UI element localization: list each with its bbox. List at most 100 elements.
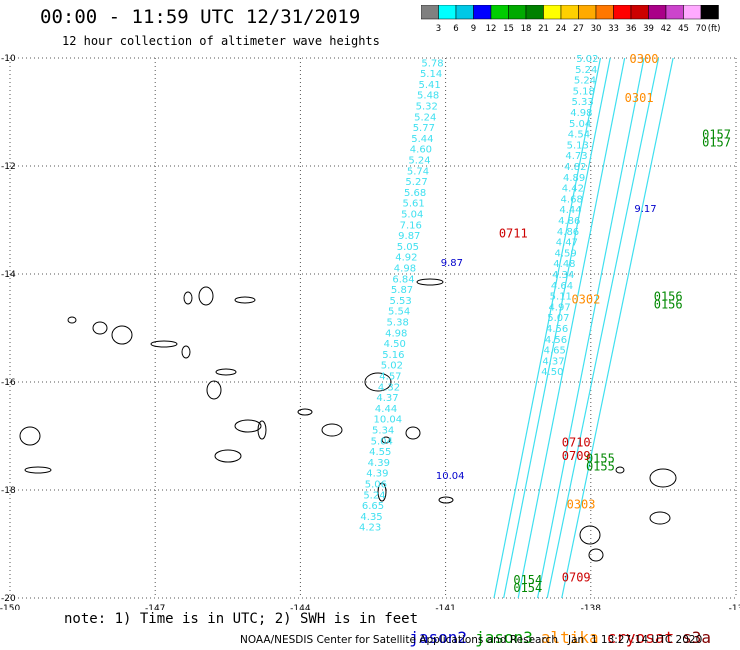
satellite-legend: jason2 jason3 altika cryosat s3a <box>390 609 719 647</box>
pass-label: 0710 <box>562 435 591 449</box>
colorbar-label: 36 <box>626 24 637 34</box>
island-outline <box>377 482 387 502</box>
colorbar-label: 9 <box>471 24 476 34</box>
wave-height-value: 5.06 <box>365 480 387 491</box>
wave-height-value: 4.86 <box>558 216 580 227</box>
wave-height-value: 5.16 <box>382 350 404 361</box>
wave-height-value: 4.37 <box>376 393 398 404</box>
wave-height-value: 4.89 <box>563 173 585 184</box>
colorbar-label: 27 <box>573 24 584 34</box>
island-outline <box>183 291 193 305</box>
wave-height-value: 5.07 <box>547 313 569 324</box>
satellite-track <box>561 57 674 599</box>
colorbar-unit: (ft) <box>708 24 721 34</box>
island-outline <box>215 368 237 376</box>
wave-height-value: 5.05 <box>397 242 419 253</box>
island-outline <box>150 340 178 348</box>
legend-jason2: jason2 <box>409 628 468 647</box>
wave-height-value: 5.24 <box>574 76 596 87</box>
colorbar-label: 3 <box>436 24 441 34</box>
wave-height-value: 5.48 <box>417 91 439 102</box>
colorbar-label: 21 <box>538 24 549 34</box>
pass-label: 0156 <box>654 298 683 312</box>
wave-height-value: 5.04 <box>569 119 591 130</box>
x-tick-label: -13 <box>729 604 740 610</box>
x-tick-label: -138 <box>581 604 602 610</box>
wave-height-value: 4.54 <box>568 130 590 141</box>
wave-height-value: 4.65 <box>544 346 566 357</box>
x-tick-label: -150 <box>0 604 20 610</box>
colorbar-label: 39 <box>643 24 654 34</box>
wave-height-value: 4.82 <box>564 162 586 173</box>
wave-height-value: 4.98 <box>394 264 416 275</box>
x-tick-label: -144 <box>290 604 311 610</box>
wave-height-value: 5.87 <box>391 285 413 296</box>
island-outline <box>234 419 262 433</box>
wave-height-value: 4.47 <box>556 238 578 249</box>
wave-height-value: 4.60 <box>410 145 432 156</box>
island-outline <box>649 468 677 488</box>
wave-height-value: 4.92 <box>395 253 417 264</box>
island-outline <box>92 321 108 335</box>
island-outline <box>19 426 41 446</box>
wave-height-value: 4.34 <box>552 270 574 281</box>
colorbar-label: 12 <box>486 24 497 34</box>
wave-height-value: 4.57 <box>379 372 401 383</box>
wave-height-value: 9.87 <box>398 231 420 242</box>
island-outline <box>24 466 52 474</box>
satellite-track <box>493 57 602 599</box>
wave-height-value: 4.39 <box>366 469 388 480</box>
wave-height-value: 5.61 <box>403 199 425 210</box>
wave-height-value: 5.68 <box>404 188 426 199</box>
island-outline <box>381 436 391 444</box>
y-tick-label: -10 <box>1 54 16 64</box>
pass-label: 0157 <box>702 128 731 142</box>
island-outline <box>214 449 242 463</box>
wave-height-value: 5.78 <box>421 58 443 69</box>
chart-subtitle: 12 hour collection of altimeter wave hei… <box>62 34 380 48</box>
island-outline <box>321 423 343 437</box>
wave-height-value: 10.04 <box>373 415 402 426</box>
wave-height-value: 4.59 <box>555 248 577 259</box>
wave-height-value: 5.41 <box>418 80 440 91</box>
wave-height-value: 4.44 <box>559 205 581 216</box>
wave-height-value: 4.48 <box>553 259 575 270</box>
island-outline <box>649 511 671 525</box>
wave-height-value: 5.24 <box>575 65 597 76</box>
wave-height-value: 5.53 <box>389 296 411 307</box>
colorbar-label: 6 <box>453 24 458 34</box>
x-tick-label: -147 <box>145 604 165 610</box>
colorbar-label: 33 <box>608 24 619 34</box>
island-outline <box>615 466 625 474</box>
wave-height-value: 5.77 <box>413 123 435 134</box>
pass-label: 0154 <box>513 573 542 587</box>
wave-height-value: 4.55 <box>369 447 391 458</box>
wave-height-value: 5.34 <box>372 426 394 437</box>
wave-height-value: 4.50 <box>541 367 563 378</box>
legend-cryosat: cryosat <box>606 628 675 647</box>
wave-height-value: 4.98 <box>570 108 592 119</box>
y-tick-label: -20 <box>1 594 16 604</box>
colorbar-swatch <box>700 5 719 20</box>
colorbar-label: 18 <box>521 24 532 34</box>
island-outline <box>364 372 392 392</box>
satellite-track <box>503 57 611 599</box>
wave-height-value: 5.24 <box>408 156 430 167</box>
wave-height-value: 4.56 <box>546 324 568 335</box>
wave-height-value: 4.73 <box>565 151 587 162</box>
wave-height-value: 5.74 <box>407 166 429 177</box>
pass-label: 0711 <box>499 226 528 240</box>
wave-height-value: 5.44 <box>411 134 433 145</box>
chart-plot: -150 -147 -144 -141 -138 -13 -10 -12 -14 -16 -18 -2… <box>0 52 740 610</box>
wave-height-value: 4.64 <box>551 281 573 292</box>
wave-height-value: 5.04 <box>401 210 423 221</box>
legend-jason3: jason3 <box>475 628 533 647</box>
pass-label: 0709 <box>562 449 591 463</box>
legend-note: note: 1) Time is in UTC; 2) SWH is in fe… <box>64 611 419 627</box>
island-outline <box>416 278 444 286</box>
colorbar-label: 30 <box>591 24 602 34</box>
colorbar-label: 70 <box>696 24 707 34</box>
wave-height-value: 5.38 <box>387 318 409 329</box>
wave-height-value: 5.18 <box>573 86 595 97</box>
wave-height-value: 5.24 <box>363 490 385 501</box>
